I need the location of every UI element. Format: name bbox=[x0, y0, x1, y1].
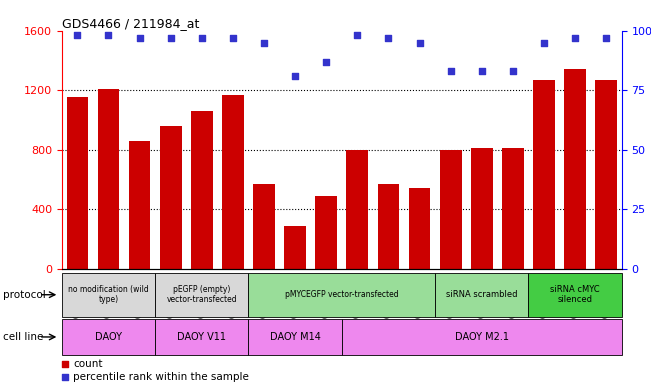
Bar bbox=[435, 273, 529, 317]
Bar bbox=[529, 273, 622, 317]
Text: percentile rank within the sample: percentile rank within the sample bbox=[73, 372, 249, 382]
Bar bbox=[155, 273, 249, 317]
Point bbox=[72, 32, 83, 38]
Bar bbox=[342, 319, 622, 355]
Bar bbox=[222, 95, 243, 269]
Bar bbox=[159, 126, 182, 269]
Text: protocol: protocol bbox=[3, 290, 46, 300]
Bar bbox=[564, 70, 586, 269]
Point bbox=[477, 68, 487, 74]
Point bbox=[539, 40, 549, 46]
Point bbox=[414, 40, 424, 46]
Bar bbox=[346, 150, 368, 269]
Point bbox=[352, 32, 363, 38]
Text: GDS4466 / 211984_at: GDS4466 / 211984_at bbox=[62, 17, 199, 30]
Point bbox=[290, 73, 300, 79]
Text: pMYCEGFP vector-transfected: pMYCEGFP vector-transfected bbox=[285, 290, 398, 299]
Text: pEGFP (empty)
vector-transfected: pEGFP (empty) vector-transfected bbox=[167, 285, 237, 305]
Bar bbox=[439, 150, 462, 269]
Text: DAOY V11: DAOY V11 bbox=[177, 332, 227, 342]
Bar bbox=[502, 148, 523, 269]
Bar bbox=[253, 184, 275, 269]
Text: DAOY M14: DAOY M14 bbox=[270, 332, 320, 342]
Text: no modification (wild
type): no modification (wild type) bbox=[68, 285, 149, 305]
Bar bbox=[98, 89, 119, 269]
Point bbox=[259, 40, 270, 46]
Bar bbox=[315, 196, 337, 269]
Bar bbox=[471, 148, 493, 269]
Bar bbox=[284, 226, 306, 269]
Point bbox=[228, 35, 238, 41]
Point bbox=[197, 35, 207, 41]
Point bbox=[321, 59, 331, 65]
Text: cell line: cell line bbox=[3, 332, 44, 342]
Point bbox=[601, 35, 611, 41]
Text: count: count bbox=[73, 359, 103, 369]
Point bbox=[445, 68, 456, 74]
Point bbox=[104, 32, 114, 38]
Bar bbox=[191, 111, 213, 269]
Bar bbox=[409, 189, 430, 269]
Point bbox=[134, 35, 145, 41]
Text: siRNA cMYC
silenced: siRNA cMYC silenced bbox=[550, 285, 600, 305]
Bar bbox=[129, 141, 150, 269]
Bar bbox=[249, 319, 342, 355]
Bar bbox=[62, 273, 155, 317]
Text: siRNA scrambled: siRNA scrambled bbox=[446, 290, 518, 299]
Point bbox=[383, 35, 394, 41]
Bar bbox=[249, 273, 435, 317]
Point bbox=[222, 306, 232, 313]
Point bbox=[222, 184, 232, 190]
Bar bbox=[533, 80, 555, 269]
Text: DAOY M2.1: DAOY M2.1 bbox=[455, 332, 508, 342]
Bar bbox=[595, 80, 617, 269]
Point bbox=[570, 35, 580, 41]
Bar bbox=[66, 97, 89, 269]
Text: DAOY: DAOY bbox=[95, 332, 122, 342]
Point bbox=[508, 68, 518, 74]
Bar bbox=[155, 319, 249, 355]
Point bbox=[165, 35, 176, 41]
Bar bbox=[62, 319, 155, 355]
Bar bbox=[378, 184, 399, 269]
